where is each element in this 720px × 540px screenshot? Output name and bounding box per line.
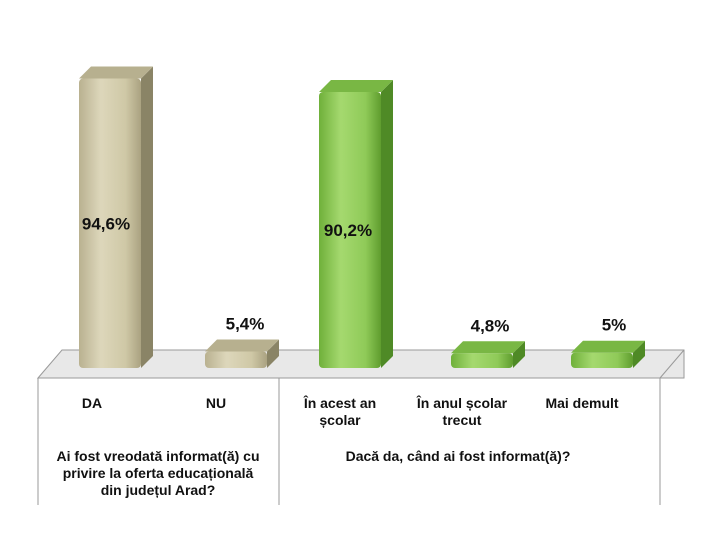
labels-layer: 94,6% 5,4% 90,2% 4,8% 5% DA NU În acest an școla… — [56, 214, 626, 498]
bar-side — [141, 66, 153, 369]
group-label: Ai fost vreodată informat(ă) cu privire l… — [56, 448, 259, 498]
bars-layer — [79, 66, 645, 369]
bar-side — [267, 339, 279, 368]
bar-front — [451, 353, 513, 368]
group-label: Dacă da, când ai fost informat(ă)? — [346, 448, 571, 464]
bar-2 — [205, 339, 279, 368]
category-table — [37, 349, 685, 505]
bar-top — [319, 79, 393, 92]
category-label: În acest an școlar — [303, 394, 376, 428]
bar-top — [79, 66, 153, 79]
bar-side — [513, 341, 525, 368]
bar-front — [79, 78, 141, 369]
bar-1 — [79, 66, 153, 369]
value-label: 4,8% — [471, 316, 510, 335]
bar-front — [319, 91, 381, 368]
value-label: 5,4% — [226, 314, 265, 333]
value-label: 94,6% — [82, 214, 130, 233]
category-label: NU — [206, 395, 226, 411]
value-label: 5% — [602, 316, 627, 335]
category-label: În anul școlar trecut — [416, 394, 508, 428]
value-label: 90,2% — [324, 221, 372, 240]
bar-top — [205, 339, 279, 352]
bar-5 — [571, 340, 645, 368]
bar-side — [381, 79, 393, 368]
bar-3 — [319, 79, 393, 368]
bar-front — [205, 351, 267, 368]
bar-4 — [451, 341, 525, 368]
category-label: Mai demult — [545, 395, 618, 411]
bar-front — [571, 352, 633, 368]
category-label: DA — [82, 395, 102, 411]
bar-top — [571, 340, 645, 353]
bar-side — [633, 340, 645, 368]
bar-top — [451, 341, 525, 354]
